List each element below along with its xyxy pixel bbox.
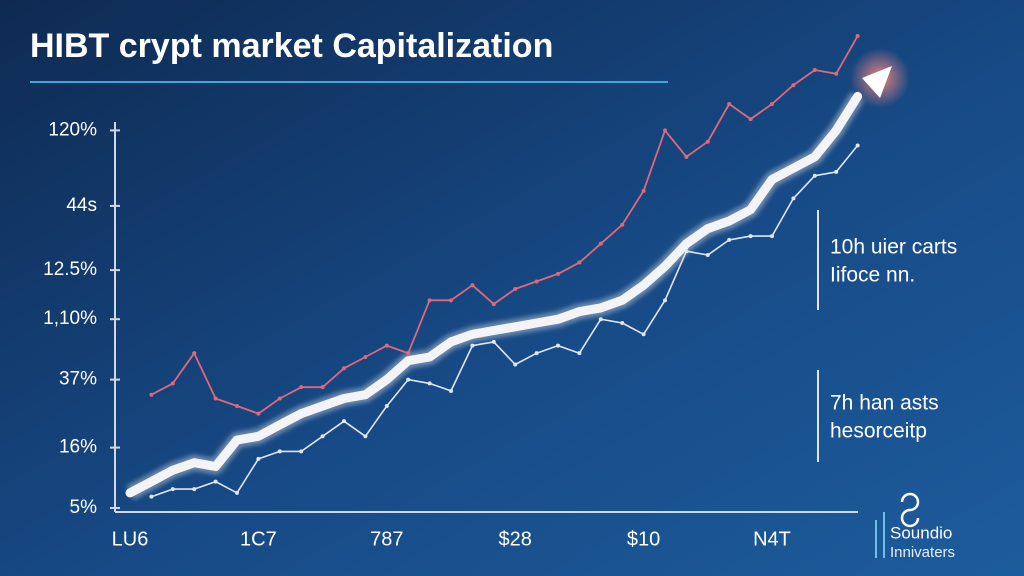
x-tick-label: $10 (627, 528, 660, 550)
y-tick-label: 1,10% (43, 308, 97, 329)
y-tick-label: 5% (70, 497, 98, 518)
point (641, 188, 646, 193)
point (727, 101, 732, 106)
point (834, 71, 839, 76)
point (855, 34, 860, 38)
point (534, 351, 539, 356)
y-tick-label: 44s (66, 195, 97, 216)
point (534, 279, 539, 284)
point (748, 117, 753, 122)
point (427, 381, 432, 386)
point (834, 169, 839, 174)
point (491, 339, 496, 344)
point (598, 317, 603, 322)
chart-title: HIBT crypt market Capitalization (30, 27, 553, 65)
x-tick-label: 1C7 (240, 528, 277, 550)
point (149, 392, 154, 397)
point (770, 234, 774, 239)
point (363, 354, 368, 359)
point (791, 83, 796, 88)
logo-icon (900, 492, 920, 528)
point (406, 351, 411, 356)
point (256, 456, 261, 461)
x-tick-label: N4T (753, 528, 791, 550)
point (299, 385, 304, 390)
y-tick-label: 16% (59, 437, 97, 458)
point (791, 196, 796, 201)
point (299, 449, 304, 454)
y-tick-label: 37% (59, 369, 97, 390)
x-tick-label: LU6 (112, 528, 149, 550)
point (513, 362, 518, 367)
x-tick-label: 787 (370, 528, 403, 550)
point (149, 494, 154, 499)
point (320, 434, 325, 439)
point (384, 404, 389, 409)
point (491, 302, 496, 307)
series-line (125, 91, 863, 498)
annotation-text: hesorceitp (830, 420, 927, 443)
annotation-title: 7h han asts (830, 392, 939, 415)
y-tick-label: 12.5% (43, 259, 97, 280)
point (363, 434, 368, 439)
point (727, 237, 732, 242)
logo-name: Soundio (890, 523, 952, 542)
y-tick-label: 120% (48, 119, 97, 140)
point (470, 343, 475, 348)
point (449, 298, 453, 303)
point (170, 381, 175, 386)
point (705, 253, 710, 258)
point (213, 396, 218, 401)
point (684, 154, 689, 159)
point (406, 377, 411, 382)
series-line (150, 144, 859, 498)
arrow-head (862, 66, 892, 98)
point (598, 241, 603, 246)
point (770, 101, 774, 106)
point (556, 271, 560, 276)
point (748, 234, 753, 239)
point (620, 222, 625, 227)
logo-tagline: Innivaters (890, 544, 955, 561)
annotation-title: 10h uier carts (830, 236, 957, 259)
x-tick-label: $28 (499, 528, 532, 550)
point (213, 479, 218, 484)
point (427, 298, 432, 303)
point (256, 411, 261, 416)
point (812, 173, 817, 178)
point (170, 487, 175, 492)
point (513, 286, 518, 291)
point (449, 388, 453, 393)
point (235, 404, 239, 409)
point (812, 67, 817, 72)
point (684, 249, 689, 254)
point (663, 298, 667, 303)
point (577, 351, 582, 356)
point (342, 419, 346, 424)
point (855, 143, 860, 148)
annotation-text: Iifoce nn. (830, 264, 915, 287)
point (235, 490, 239, 495)
point (470, 283, 475, 288)
point (663, 128, 667, 133)
point (705, 139, 710, 144)
point (277, 396, 282, 401)
point (277, 449, 282, 454)
point (641, 332, 646, 337)
point (620, 320, 625, 325)
point (384, 343, 389, 348)
point (556, 343, 560, 348)
point (192, 487, 197, 492)
series-line (150, 35, 859, 415)
point (342, 366, 346, 371)
point (192, 351, 197, 356)
point (577, 260, 582, 265)
point (320, 385, 325, 390)
